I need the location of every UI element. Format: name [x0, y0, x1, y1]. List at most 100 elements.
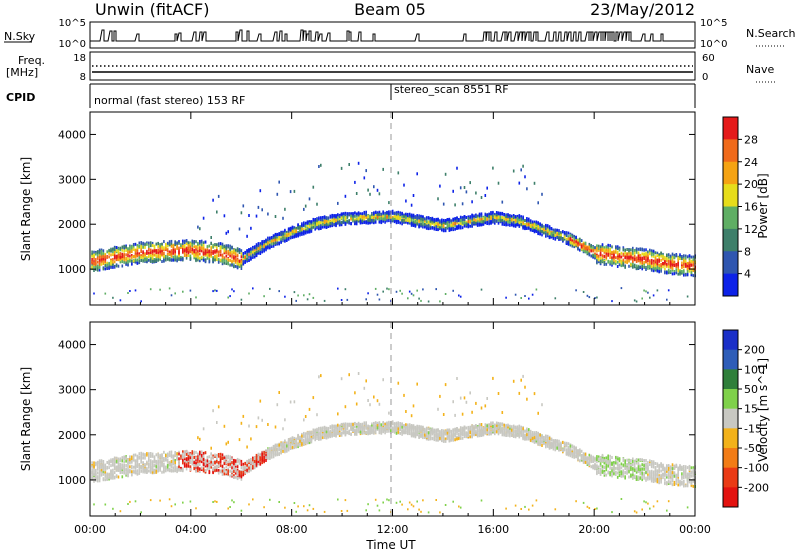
power-cell [427, 227, 430, 231]
velocity-cell [153, 470, 156, 474]
power-cell [522, 221, 524, 225]
power-cell [117, 248, 120, 251]
power-cell [654, 263, 657, 267]
velocity-cell [123, 466, 125, 470]
power-cell [630, 263, 632, 267]
power-cell [166, 241, 169, 245]
freq-tick-bottom: 8 [80, 72, 86, 83]
power-cell [185, 239, 188, 243]
velocity-cell [148, 465, 150, 468]
velocity-cell [212, 409, 214, 413]
velocity-cell [121, 459, 124, 463]
power-colorbar-swatch [723, 184, 738, 207]
power-cell [318, 165, 320, 168]
velocity-cell [221, 464, 224, 468]
power-cell [354, 211, 356, 215]
power-cell [261, 250, 263, 254]
power-cell [424, 220, 426, 224]
power-cell [575, 241, 577, 245]
velocity-cell [151, 465, 154, 469]
power-cell [144, 258, 146, 262]
power-cell [514, 293, 517, 296]
power-cell [401, 292, 403, 295]
power-cell [567, 237, 570, 241]
power-cell [344, 216, 347, 220]
power-cell [597, 258, 600, 262]
power-cell [91, 250, 93, 254]
power-cell [187, 249, 190, 253]
power-cell [660, 264, 662, 268]
power-cell [199, 259, 201, 262]
power-cell [93, 265, 95, 269]
power-cell [656, 267, 659, 271]
power-cell [178, 253, 180, 257]
power-cell [649, 296, 651, 299]
power-cell [488, 212, 490, 216]
power-cell [193, 245, 195, 249]
power-cell [410, 219, 413, 223]
power-cell [214, 243, 216, 246]
power-cell [286, 237, 288, 241]
power-cell [225, 258, 228, 262]
velocity-cell [183, 451, 186, 455]
velocity-cell [121, 475, 124, 479]
power-cell [123, 253, 125, 257]
power-cell [155, 254, 158, 258]
power-cell [149, 256, 152, 259]
power-cell [601, 243, 604, 247]
power-cell [113, 264, 116, 268]
power-cell [331, 222, 333, 226]
power-cell [214, 258, 216, 262]
power-cell [649, 262, 651, 266]
power-cell [441, 220, 443, 224]
power-cell [463, 217, 466, 221]
power-cell [475, 220, 477, 224]
power-cell [599, 245, 602, 249]
power-cell [412, 223, 415, 227]
power-cell [463, 224, 466, 228]
power-cell [210, 236, 212, 239]
velocity-cell [100, 470, 103, 474]
power-cell [257, 251, 260, 255]
velocity-cell [216, 457, 218, 461]
power-cell [193, 256, 195, 260]
power-cell [357, 219, 360, 223]
power-cell [174, 241, 176, 245]
power-cell [206, 256, 209, 260]
power-cell [102, 267, 105, 271]
power-cell [516, 220, 519, 224]
power-cell [611, 245, 613, 249]
power-cell [681, 261, 683, 265]
power-cell [199, 241, 201, 245]
power-cell [93, 292, 95, 295]
velocity-cell [170, 469, 173, 473]
power-cell [112, 265, 114, 269]
power-cell [565, 240, 568, 244]
velocity-cell [134, 459, 137, 463]
power-cell [134, 255, 137, 259]
velocity-cell [166, 466, 169, 470]
power-cell [365, 169, 367, 173]
power-cell [253, 252, 256, 256]
power-cell [227, 252, 229, 256]
power-cell [405, 220, 407, 224]
power-cell [427, 220, 430, 224]
power-cell [259, 242, 262, 246]
power-cell [495, 219, 498, 223]
power-cell [246, 249, 248, 253]
power-cell [163, 254, 165, 258]
power-cell [199, 243, 201, 247]
velocity-cell [134, 471, 137, 475]
power-cell [611, 258, 613, 262]
power-cell [624, 251, 626, 255]
power-cell [446, 218, 449, 222]
power-cell [157, 250, 159, 254]
power-cell [233, 249, 235, 253]
power-cell [596, 258, 598, 262]
power-cell [374, 210, 377, 214]
power-cell [236, 262, 239, 266]
power-cell [599, 248, 602, 252]
velocity-cell [117, 469, 120, 472]
power-cell [378, 219, 381, 223]
power-cell [342, 212, 345, 216]
